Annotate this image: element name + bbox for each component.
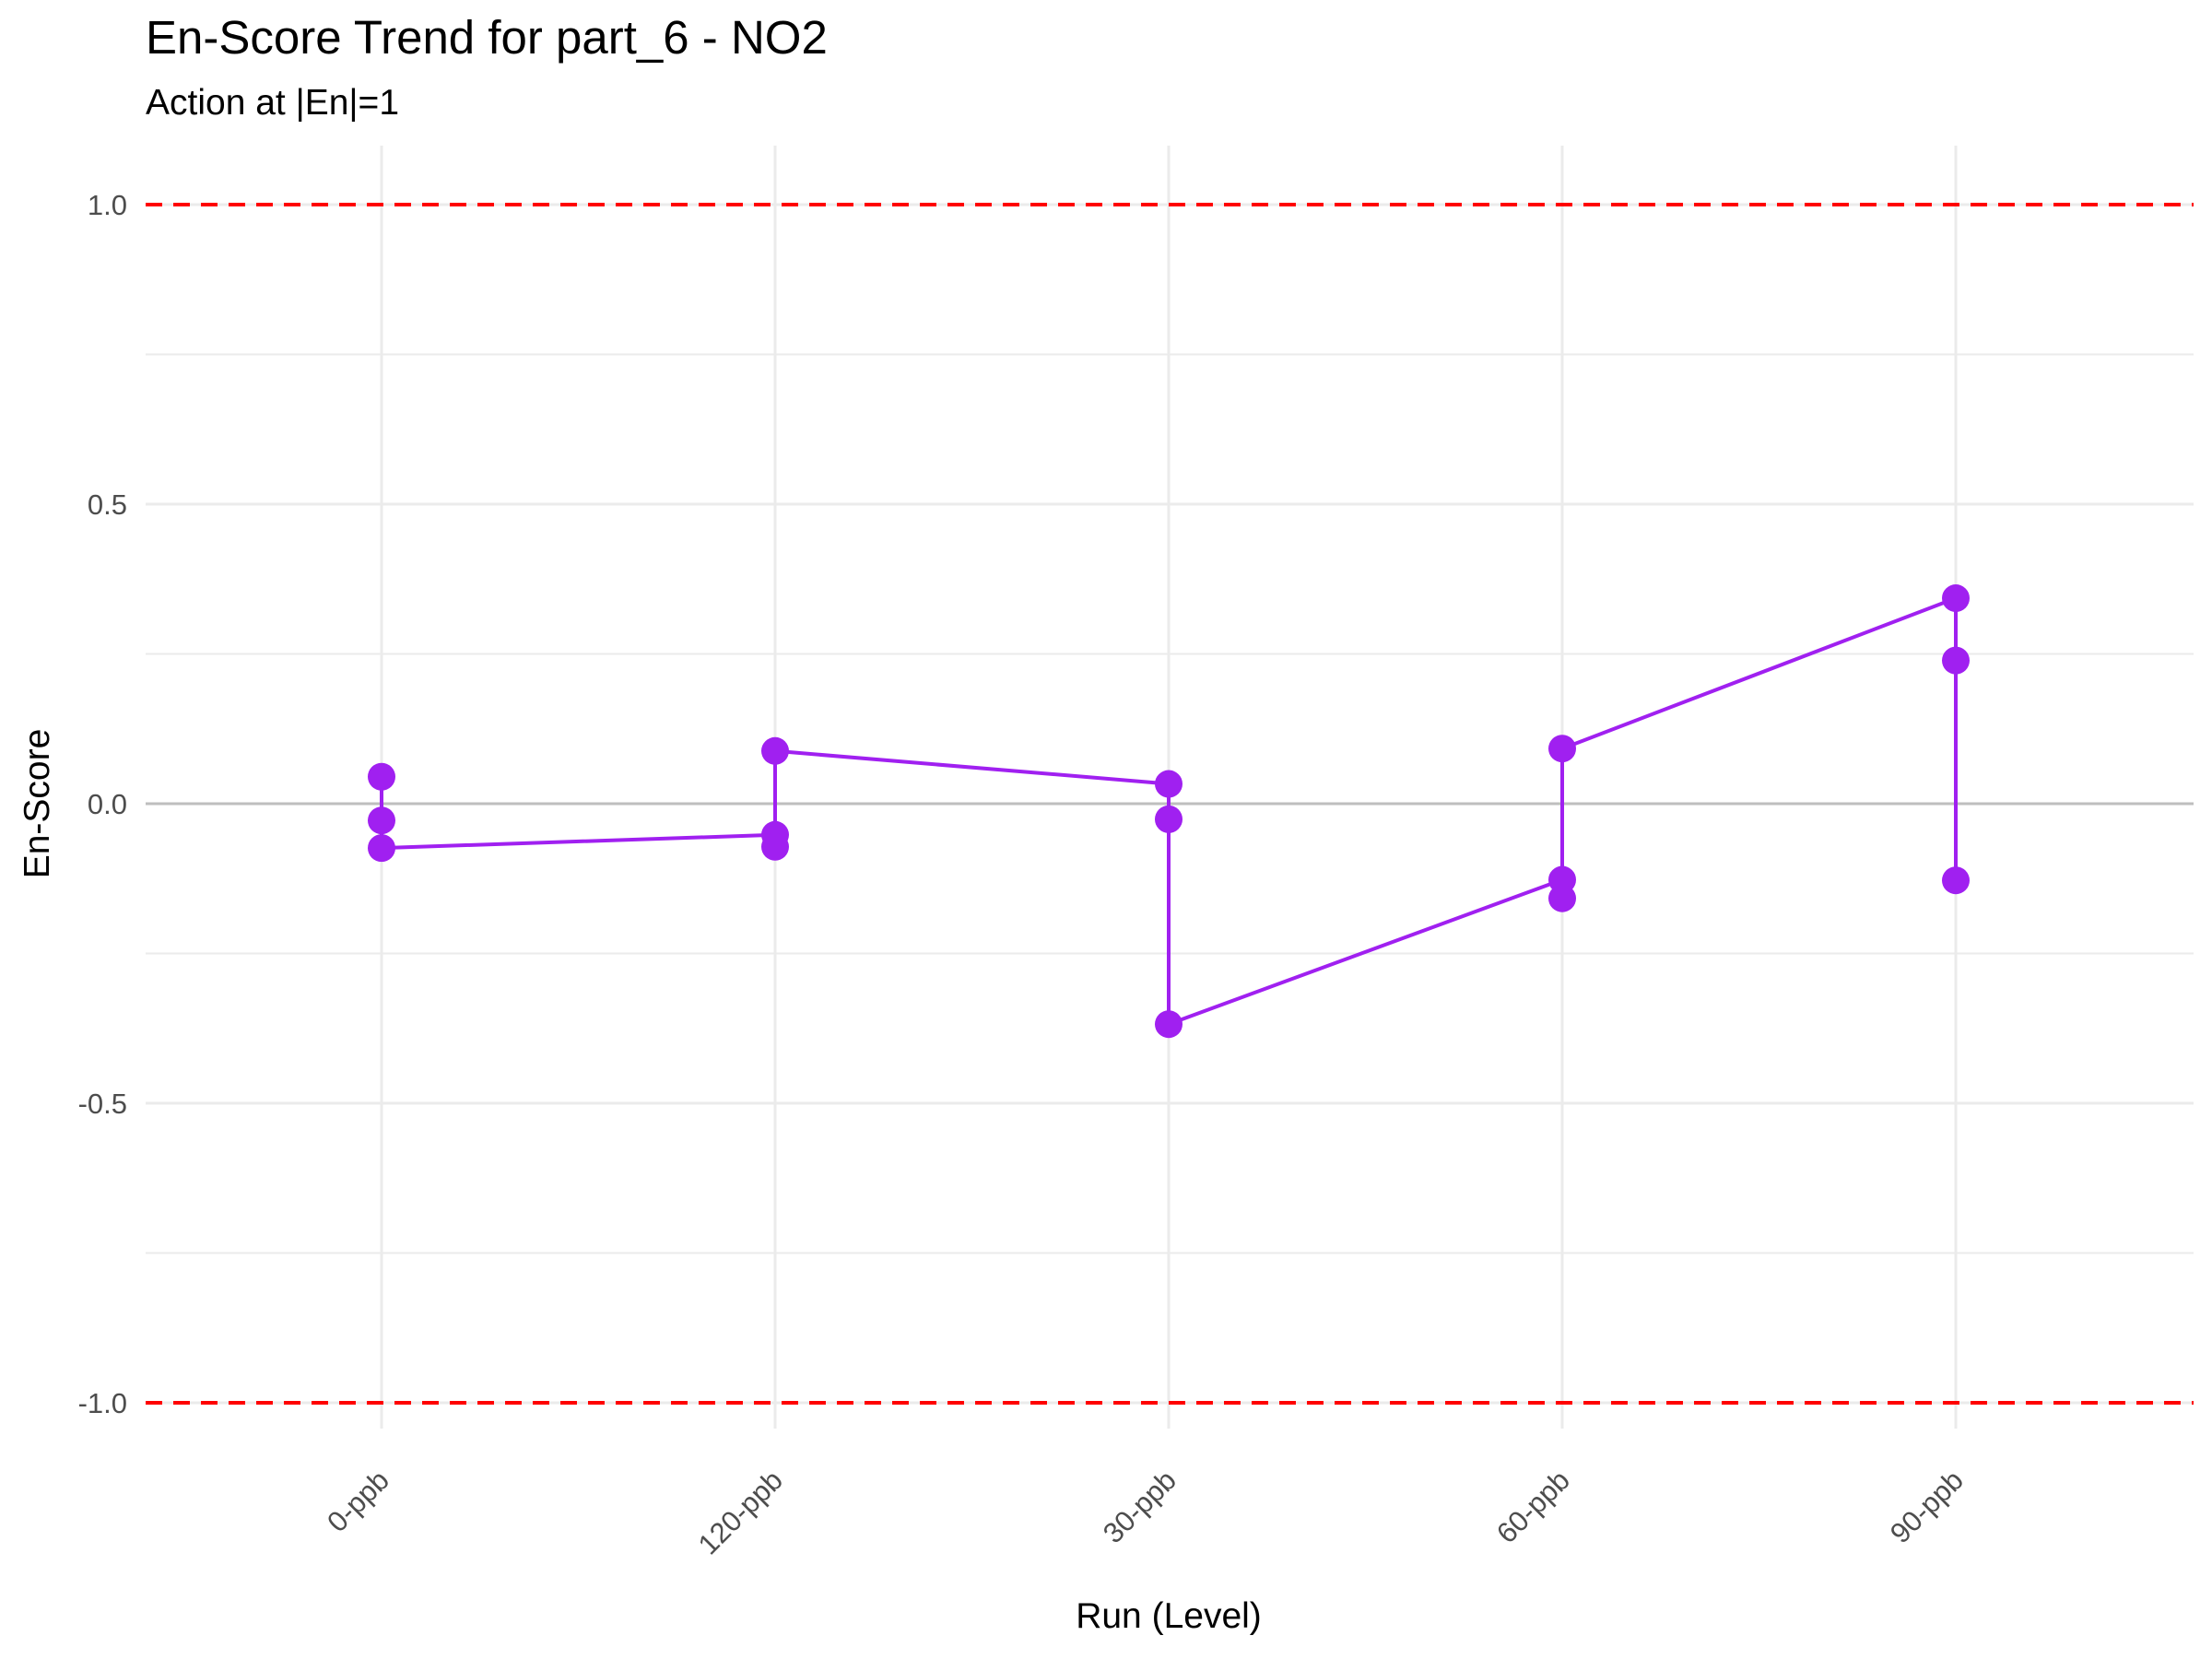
data-point xyxy=(1942,646,1970,675)
data-point xyxy=(368,762,395,791)
chart-subtitle: Action at |En|=1 xyxy=(146,83,399,123)
y-axis-title: En-Score xyxy=(18,729,57,879)
chart-title: En-Score Trend for part_6 - NO2 xyxy=(146,11,828,64)
data-point xyxy=(1155,805,1182,833)
data-point xyxy=(368,806,395,835)
data-point xyxy=(1155,1010,1182,1039)
data-point xyxy=(1548,735,1576,763)
y-tick-label: 1.0 xyxy=(88,189,127,221)
y-tick-label: -1.0 xyxy=(78,1387,127,1419)
y-tick-label: -0.5 xyxy=(78,1088,127,1120)
x-axis-title: Run (Level) xyxy=(1076,1596,1262,1636)
data-point xyxy=(1548,884,1576,912)
data-point xyxy=(1942,866,1970,895)
y-tick-labels: -1.0 -0.5 0.0 0.5 1.0 xyxy=(78,189,127,1419)
y-tick-label: 0.0 xyxy=(88,788,127,820)
y-tick-label: 0.5 xyxy=(88,488,127,521)
data-point xyxy=(368,834,395,863)
data-point xyxy=(1942,584,1970,613)
data-point xyxy=(1155,770,1182,798)
data-point xyxy=(761,832,789,861)
series xyxy=(368,584,1970,1039)
data-point xyxy=(761,736,789,765)
